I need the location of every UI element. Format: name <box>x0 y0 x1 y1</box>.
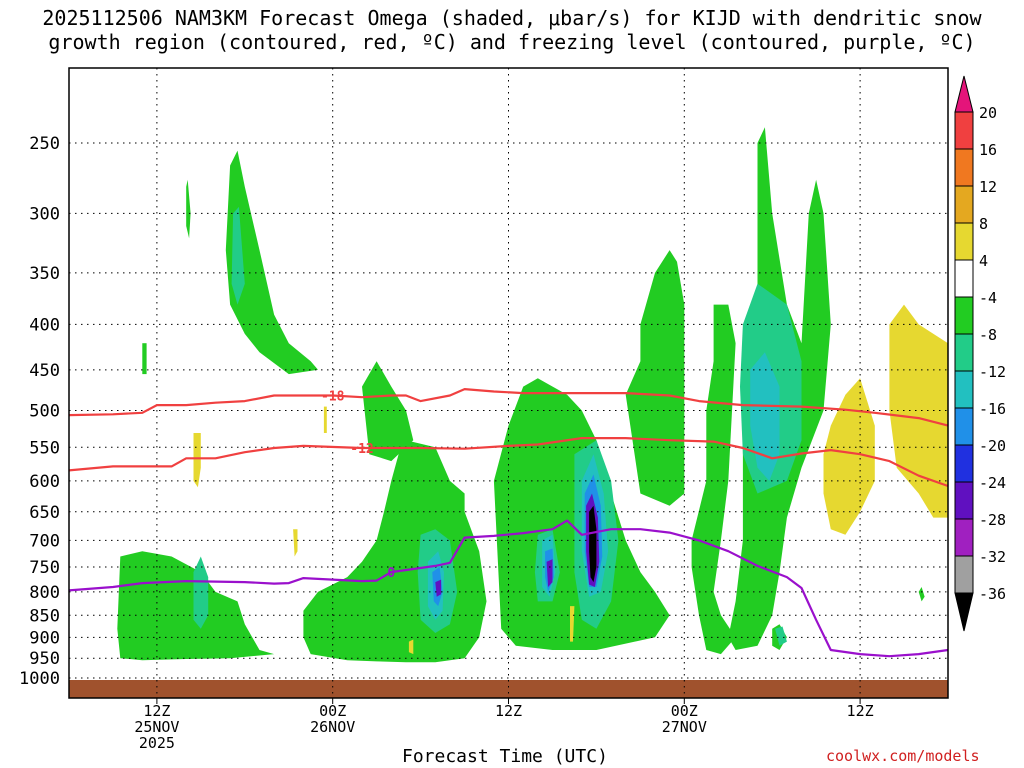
omega-region-m4-4 <box>303 440 487 663</box>
colorbar-swatch-3 <box>954 185 974 224</box>
omega-region-m8-1 <box>193 556 209 629</box>
contour-line-1 <box>68 437 949 488</box>
colorbar-label-13: -36 <box>979 585 1006 603</box>
y-tick-label-650: 650 <box>29 503 60 523</box>
y-tick-label-450: 450 <box>29 361 60 381</box>
chart-title: 2025112506 NAM3KM Forecast Omega (shaded… <box>0 6 1024 54</box>
x-tick-label-42-0: 00Z <box>671 702 698 720</box>
omega-region-m24-0 <box>435 579 442 597</box>
ground-fill <box>69 680 948 698</box>
omega-region-4-2 <box>323 406 327 433</box>
colorbar-swatch-12 <box>954 518 974 557</box>
title-line-2: growth region (contoured, red, ºC) and f… <box>48 30 976 54</box>
omega-region-m36-0 <box>589 505 597 583</box>
omega-shading <box>117 127 948 663</box>
y-tick-label-950: 950 <box>29 649 60 669</box>
contour-label-0: -18 <box>321 390 345 405</box>
x-tick-label-6-0: 12Z <box>143 702 170 720</box>
omega-region-m4-1 <box>225 150 318 375</box>
colorbar-label-6: -8 <box>979 326 997 344</box>
colorbar-arrow-bottom <box>954 592 974 632</box>
colorbar-swatch-8 <box>954 370 974 409</box>
y-tick-label-550: 550 <box>29 438 60 458</box>
contour-label-2: 0 <box>387 566 395 581</box>
y-tick-label-850: 850 <box>29 606 60 626</box>
omega-region-m4-5 <box>362 361 414 462</box>
omega-region-4-0 <box>193 433 201 488</box>
grid-lines <box>69 68 948 698</box>
colorbar-label-11: -28 <box>979 511 1006 529</box>
y-tick-label-750: 750 <box>29 558 60 578</box>
contour-line-2 <box>68 519 949 658</box>
y-tick-label-300: 300 <box>29 204 60 224</box>
y-tick-label-400: 400 <box>29 315 60 335</box>
x-tick-label-18-0: 00Z <box>319 702 346 720</box>
x-tick-label-42-1: 27NOV <box>662 718 707 736</box>
y-tick-label-900: 900 <box>29 628 60 648</box>
credit-link[interactable]: coolwx.com/models <box>826 747 980 765</box>
colorbar-label-0: 20 <box>979 104 997 122</box>
colorbar-swatch-1 <box>954 111 974 150</box>
colorbar-swatch-6 <box>954 296 974 335</box>
colorbar-label-4: 4 <box>979 252 988 270</box>
colorbar-swatch-2 <box>954 148 974 187</box>
colorbar-label-8: -16 <box>979 400 1006 418</box>
y-tick-label-350: 350 <box>29 264 60 284</box>
colorbar-label-2: 12 <box>979 178 997 196</box>
ground-layer <box>69 680 948 698</box>
x-tick-label-18-1: 26NOV <box>310 718 355 736</box>
colorbar-swatch-7 <box>954 333 974 372</box>
omega-region-4-3 <box>408 639 414 655</box>
colorbar-label-9: -20 <box>979 437 1006 455</box>
colorbar-swatch-4 <box>954 222 974 261</box>
colorbar: 20 16 12 8 4 -4 -8 -12 -16 -20 -24 -28 -32 -36 <box>954 75 1006 632</box>
omega-region-m4-7 <box>625 250 685 506</box>
omega-region-m4-8 <box>691 304 736 655</box>
y-axis: 2503003504004505005506006507007508008509… <box>19 134 60 689</box>
omega-region-m12-3 <box>750 352 780 481</box>
colorbar-swatch-11 <box>954 481 974 520</box>
colorbar-label-3: 8 <box>979 215 988 233</box>
colorbar-swatch-13 <box>954 555 974 594</box>
colorbar-swatch-9 <box>954 407 974 446</box>
omega-region-m24-1 <box>546 559 553 587</box>
omega-region-m4-2 <box>186 179 191 239</box>
contour-lines: -18 -12 0 <box>68 388 949 658</box>
y-tick-label-1000: 1000 <box>19 669 60 689</box>
colorbar-label-1: 16 <box>979 141 997 159</box>
omega-region-4-6 <box>889 304 948 518</box>
y-tick-label-600: 600 <box>29 472 60 492</box>
omega-region-4-5 <box>823 378 875 535</box>
x-axis-title: Forecast Time (UTC) <box>402 746 608 767</box>
colorbar-label-12: -32 <box>979 548 1006 566</box>
y-tick-label-700: 700 <box>29 531 60 551</box>
omega-region-m8-6 <box>775 626 787 646</box>
y-tick-label-250: 250 <box>29 134 60 154</box>
omega-region-m4-3 <box>142 343 147 375</box>
x-tick-label-6-1: 25NOV <box>134 718 179 736</box>
contour-line-0 <box>68 388 949 427</box>
colorbar-label-7: -12 <box>979 363 1006 381</box>
x-tick-label-6-2: 2025 <box>139 734 175 752</box>
colorbar-label-10: -24 <box>979 474 1006 492</box>
colorbar-label-5: -4 <box>979 289 997 307</box>
colorbar-swatch-10 <box>954 444 974 483</box>
x-tick-label-30-0: 12Z <box>495 702 522 720</box>
x-tick-label-54-0: 12Z <box>847 702 874 720</box>
title-line-1: 2025112506 NAM3KM Forecast Omega (shaded… <box>42 6 982 30</box>
colorbar-arrow-top <box>954 75 974 113</box>
omega-region-4-1 <box>293 529 298 557</box>
omega-region-m4-11 <box>918 587 925 602</box>
colorbar-swatch-5 <box>954 259 974 298</box>
omega-region-m8-0 <box>231 206 245 305</box>
y-tick-label-500: 500 <box>29 402 60 422</box>
contour-label-1: -12 <box>350 442 373 457</box>
y-tick-label-800: 800 <box>29 583 60 603</box>
